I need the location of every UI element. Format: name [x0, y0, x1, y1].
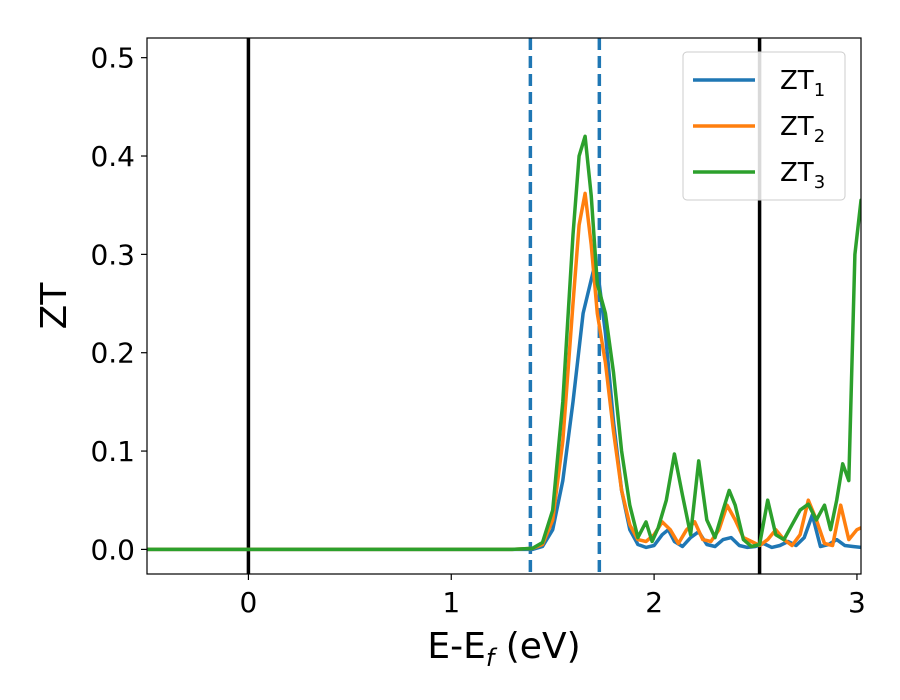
y-axis-label: ZT: [34, 282, 75, 330]
y-tick-label: 0.3: [90, 238, 135, 271]
series-line-zt2: [147, 191, 861, 552]
series-line-zt1: [147, 269, 861, 552]
legend-frame: [682, 51, 846, 201]
legend-label-zt3: ZT3: [780, 158, 825, 193]
x-tick-label: 0: [240, 586, 258, 619]
series-line-zt3: [147, 134, 861, 552]
legend-entries: ZT1 ZT2 ZT3: [693, 66, 825, 193]
x-axis-label: E-Ef (eV): [427, 626, 580, 672]
y-tick-label: 0.0: [90, 533, 135, 566]
plot-frame: [146, 37, 862, 575]
legend-label-zt1: ZT1: [780, 66, 825, 101]
series-group: [147, 134, 861, 552]
x-tick-label: 3: [848, 586, 866, 619]
legend-label-zt2: ZT2: [780, 112, 825, 147]
y-tick-label: 0.5: [90, 42, 135, 75]
y-tick-label: 0.1: [90, 435, 135, 468]
y-tick-label: 0.2: [90, 337, 135, 370]
y-axis-ticks: 0.0 0.1 0.2 0.3 0.4 0.5: [90, 42, 147, 566]
x-tick-label: 2: [645, 586, 663, 619]
legend: ZT1 ZT2 ZT3: [682, 51, 846, 201]
y-tick-label: 0.4: [90, 140, 135, 173]
x-tick-label: 1: [442, 586, 460, 619]
x-axis-ticks: 0 1 2 3: [240, 574, 866, 619]
